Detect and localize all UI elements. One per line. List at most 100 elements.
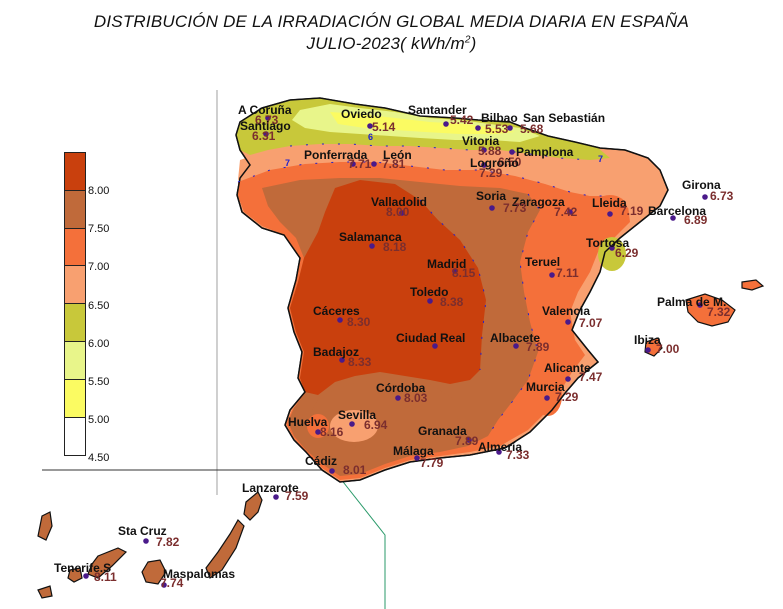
station-marker: Tenerife.S8.11: [54, 561, 117, 584]
station-marker: Palma de M.7.32: [657, 295, 731, 319]
title-units-suffix: ): [470, 34, 477, 53]
title-units-prefix: JULIO-2023( kWh/m: [306, 34, 465, 53]
station-name: Salamanca: [339, 230, 402, 244]
station-value: 6.73: [255, 113, 279, 127]
station-dot: [670, 215, 676, 221]
station-value: 7.89: [526, 340, 550, 354]
station-name: Alicante: [544, 361, 591, 375]
legend-swatch: [65, 266, 85, 305]
station-dot: [350, 161, 356, 167]
station-name: Córdoba: [376, 381, 426, 395]
station-dot: [609, 245, 615, 251]
legend-tick-label: 6.00: [88, 337, 110, 350]
station-dot: [565, 376, 571, 382]
station-value: 6.73: [710, 189, 734, 203]
station-value: 6.31: [252, 129, 276, 143]
station-value: 6.89: [684, 213, 708, 227]
station-value: 7.11: [556, 266, 579, 280]
station-name: Santiago: [240, 119, 291, 133]
station-value: 6.29: [615, 246, 639, 260]
lleida-pocket: [593, 195, 627, 221]
band-north-6.5-7: [238, 146, 655, 215]
station-name: Teruel: [525, 255, 560, 269]
station-dot: [697, 302, 703, 308]
station-name: Ibiza: [634, 333, 661, 347]
station-name: Valencia: [542, 304, 590, 318]
legend-swatch: [65, 153, 85, 191]
station-dot: [443, 121, 449, 127]
station-name: Santander: [408, 103, 467, 117]
station-dot: [645, 347, 651, 353]
station-value: 7.81: [382, 157, 406, 171]
station-value: 8.01: [343, 463, 367, 477]
gran-canaria-island: [141, 559, 167, 585]
legend-tick-label: 8.00: [88, 185, 110, 197]
station-value: 5.68: [520, 122, 544, 136]
station-dot: [513, 343, 519, 349]
color-legend: [64, 152, 86, 457]
legend-swatch: [65, 417, 85, 456]
station-name: Cáceres: [313, 304, 360, 318]
contour-label: 7: [598, 154, 603, 164]
station-value: 7.73: [503, 201, 527, 215]
station-name: San Sebastián: [523, 111, 605, 125]
station-value: 7.89: [455, 434, 479, 448]
station-dot: [481, 147, 487, 153]
station-dot: [367, 123, 373, 129]
station-marker: Cádiz 8.01: [305, 454, 367, 477]
legend-tick-label: 5.50: [88, 376, 110, 388]
station-name: Huelva: [288, 415, 328, 429]
tortosa-pocket: [598, 237, 626, 271]
station-name: A Coruña: [238, 103, 292, 117]
station-value: 7.79: [420, 456, 444, 470]
el-hierro-island: [37, 585, 53, 599]
station-dot: [369, 243, 375, 249]
station-dot: [143, 538, 149, 544]
station-value: 8.11: [94, 570, 117, 584]
mainland-border: [235, 97, 669, 483]
station-value: 7.42: [554, 205, 578, 219]
station-name: Tortosa: [586, 236, 629, 250]
station-dot: [507, 125, 513, 131]
station-value: 6.50: [498, 155, 522, 169]
legend-tick-label: 7.00: [88, 261, 110, 274]
station-name: Valladolid: [371, 195, 427, 209]
la-gomera-island: [67, 567, 83, 583]
station-value: 7.71: [348, 157, 372, 171]
map-title-line2: JULIO-2023( kWh/m2): [0, 34, 783, 54]
station-value: 8.15: [452, 266, 476, 280]
station-dot: [607, 211, 613, 217]
station-dot: [565, 319, 571, 325]
station-name: Toledo: [410, 285, 448, 299]
legend-swatch: [65, 228, 85, 267]
station-name: Maspalomas: [163, 567, 235, 581]
station-value: 7.32: [707, 305, 731, 319]
canary-inset-line: [339, 477, 386, 609]
band-8-plus: [290, 180, 486, 395]
station-dot: [496, 449, 502, 455]
station-name: Almería: [478, 440, 522, 454]
lanzarote-island: [243, 491, 263, 521]
menorca-island: [741, 279, 765, 291]
station-dot: [399, 210, 405, 216]
station-dot: [315, 429, 321, 435]
mallorca-island: [685, 293, 736, 327]
station-marker: Ciudad Real: [396, 331, 465, 349]
